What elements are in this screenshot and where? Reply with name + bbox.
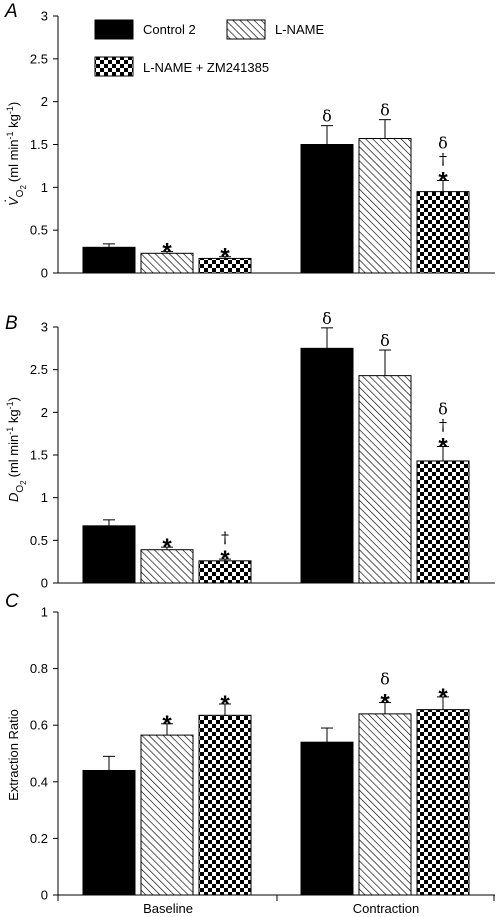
panel-a-bar-l-name-contraction (358, 138, 412, 274)
panel-a-ytick-label-4: 2 (41, 94, 48, 109)
svg-text:VO2(ml min-1 kg-1): VO2(ml min-1 kg-1) (5, 102, 28, 206)
panel-c-bar-l-name-zm241385-baseline (198, 714, 252, 896)
ylabel-b-units: (ml min (6, 435, 21, 478)
ylabel-a-kg: kg (6, 114, 21, 131)
ylabel-a-exp1: -1 (5, 131, 15, 139)
panel-a-bar-control-2-baseline (82, 246, 136, 274)
panel-b-bar-l-name-zm241385-contraction-mark-asterisk: * (438, 433, 448, 460)
ylabel-b-close: ) (6, 397, 21, 401)
panel-a-bar-l-name-zm241385-contraction-mark-asterisk: * (438, 167, 448, 194)
panel-b-bar-l-name-baseline-mark-asterisk: * (162, 534, 172, 561)
panel-c-bar-l-name-baseline (140, 734, 194, 896)
panel-c-bar-l-name-zm241385-contraction-mark-asterisk: * (438, 684, 448, 711)
panel-a-bar-l-name-zm241385-baseline-mark-asterisk: * (220, 244, 230, 271)
legend-label-l-name-zm241385: L-NAME + ZM241385 (143, 60, 269, 75)
panel-b-ytick-label-0: 0 (41, 576, 48, 591)
x-category-baseline: Baseline (143, 901, 193, 916)
panel-b-bar-l-name-zm241385-contraction-mark-dagger: † (439, 415, 447, 434)
ylabel-b-v: D (6, 493, 21, 502)
ylabel-b-sub: O (15, 485, 26, 493)
panel-b-ytick-label-2: 1 (41, 490, 48, 505)
legend: Control 2 L-NAME L-NAME + ZM241385 (94, 19, 324, 77)
ylabel-b-exp2: -1 (5, 401, 15, 409)
ylabel-a-sub: O (15, 189, 26, 197)
panel-a-ytick-label-1: 0.5 (30, 223, 48, 238)
panel-c-bar-l-name-zm241385-contraction (416, 709, 470, 896)
panel-a-ytick-label-2: 1 (41, 180, 48, 195)
panel-b-bar-l-name-contraction-mark-delta: δ (380, 331, 390, 350)
panel-c-ytick-label-5: 1 (41, 605, 48, 620)
x-category-contraction: Contraction (353, 901, 419, 916)
panel-c-bar-l-name-contraction-mark-asterisk: * (380, 690, 390, 717)
panel-b-bar-l-name-zm241385-baseline-mark-asterisk: * (220, 546, 230, 573)
panel-a-plot: 00.511.522.53δ*δ**†δ (30, 9, 495, 281)
panel-c-letter: C (5, 591, 19, 612)
ylabel-b-sub2: 2 (19, 480, 28, 485)
panel-b-ytick-label-3: 1.5 (30, 448, 48, 463)
panel-c-bar-control-2-contraction (300, 741, 354, 896)
panel-c-plot: 00.20.40.60.81**δ* * (30, 605, 495, 903)
panel-c-bar-l-name-contraction-mark-delta: δ (380, 670, 390, 689)
ylabel-b-kg: kg (6, 409, 21, 426)
panel-c-ytick-label-3: 0.6 (30, 718, 48, 733)
panel-a-bar-control-2-contraction-mark-delta: δ (322, 107, 332, 126)
ylabel-a-dot: · (0, 199, 12, 203)
panel-b-letter: B (5, 313, 18, 334)
legend-swatch-l-name (226, 19, 266, 40)
panel-a-bar-l-name-zm241385-contraction-mark-dagger: † (439, 149, 447, 168)
legend-swatch-control-2 (94, 19, 134, 40)
panel-c-bar-l-name-contraction (358, 713, 412, 896)
ylabel-a-v: V (6, 196, 21, 206)
panel-a-bar-l-name-zm241385-contraction-mark-delta: δ (438, 133, 448, 152)
panel-a-letter: A (4, 1, 18, 22)
panel-b-ytick-label-1: 0.5 (30, 533, 48, 548)
ylabel-a-sub2: 2 (19, 185, 28, 190)
panel-b-bar-l-name-zm241385-contraction (416, 460, 470, 584)
panel-c-bar-l-name-zm241385-baseline-mark-asterisk: * (220, 691, 230, 718)
panel-a-ytick-label-0: 0 (41, 266, 48, 281)
panel-b-bar-control-2-contraction (300, 347, 354, 584)
panel-a-ylabel: VO2(ml min-1 kg-1) · (0, 102, 28, 206)
panel-c-ytick-label-1: 0.2 (30, 831, 48, 846)
panel-a-ytick-label-5: 2.5 (30, 51, 48, 66)
panel-c-bar-control-2-baseline (82, 769, 136, 896)
panel-b-ytick-label-4: 2 (41, 405, 48, 420)
panel-b-bar-l-name-contraction (358, 375, 412, 584)
panel-b-bar-control-2-baseline (82, 525, 136, 584)
panel-b-ylabel: DO2(ml min-1 kg-1) (5, 397, 28, 502)
panel-a-bar-control-2-contraction (300, 144, 354, 274)
panel-b-ytick-label-6: 3 (41, 320, 48, 335)
panel-c-ytick-label-0: 0 (41, 888, 48, 903)
ylabel-a-close: ) (6, 102, 21, 106)
panel-b-bar-control-2-contraction-mark-delta: δ (322, 309, 332, 328)
panel-c-ylabel: Extraction Ratio (6, 709, 21, 801)
panel-c-bar-l-name-baseline-mark-asterisk: * (162, 711, 172, 738)
ylabel-a-exp2: -1 (5, 106, 15, 114)
panel-b-plot: 00.511.522.53 δ*δ*†*†δ (30, 309, 495, 591)
panel-a-bar-l-name-contraction-mark-delta: δ (380, 101, 390, 120)
ylabel-a-units: (ml min (6, 139, 21, 182)
panel-c-ytick-label-4: 0.8 (30, 661, 48, 676)
panel-b-bar-l-name-zm241385-contraction-mark-delta: δ (438, 399, 448, 418)
svg-text:DO2(ml min-1 kg-1): DO2(ml min-1 kg-1) (5, 397, 28, 502)
panel-a-ytick-label-3: 1.5 (30, 137, 48, 152)
ylabel-b-exp1: -1 (5, 427, 15, 435)
panel-a-bar-l-name-zm241385-contraction (416, 191, 470, 274)
panel-b-ytick-label-5: 2.5 (30, 362, 48, 377)
panel-a-ytick-label-6: 3 (41, 9, 48, 24)
panel-a-bar-l-name-baseline-mark-asterisk: * (162, 239, 172, 266)
panel-c-ytick-label-2: 0.4 (30, 774, 48, 789)
legend-swatch-l-name-zm241385 (94, 56, 134, 77)
legend-label-control-2: Control 2 (143, 22, 196, 37)
legend-label-l-name: L-NAME (275, 22, 324, 37)
panel-b-bar-l-name-zm241385-baseline-mark-dagger: † (221, 528, 229, 547)
